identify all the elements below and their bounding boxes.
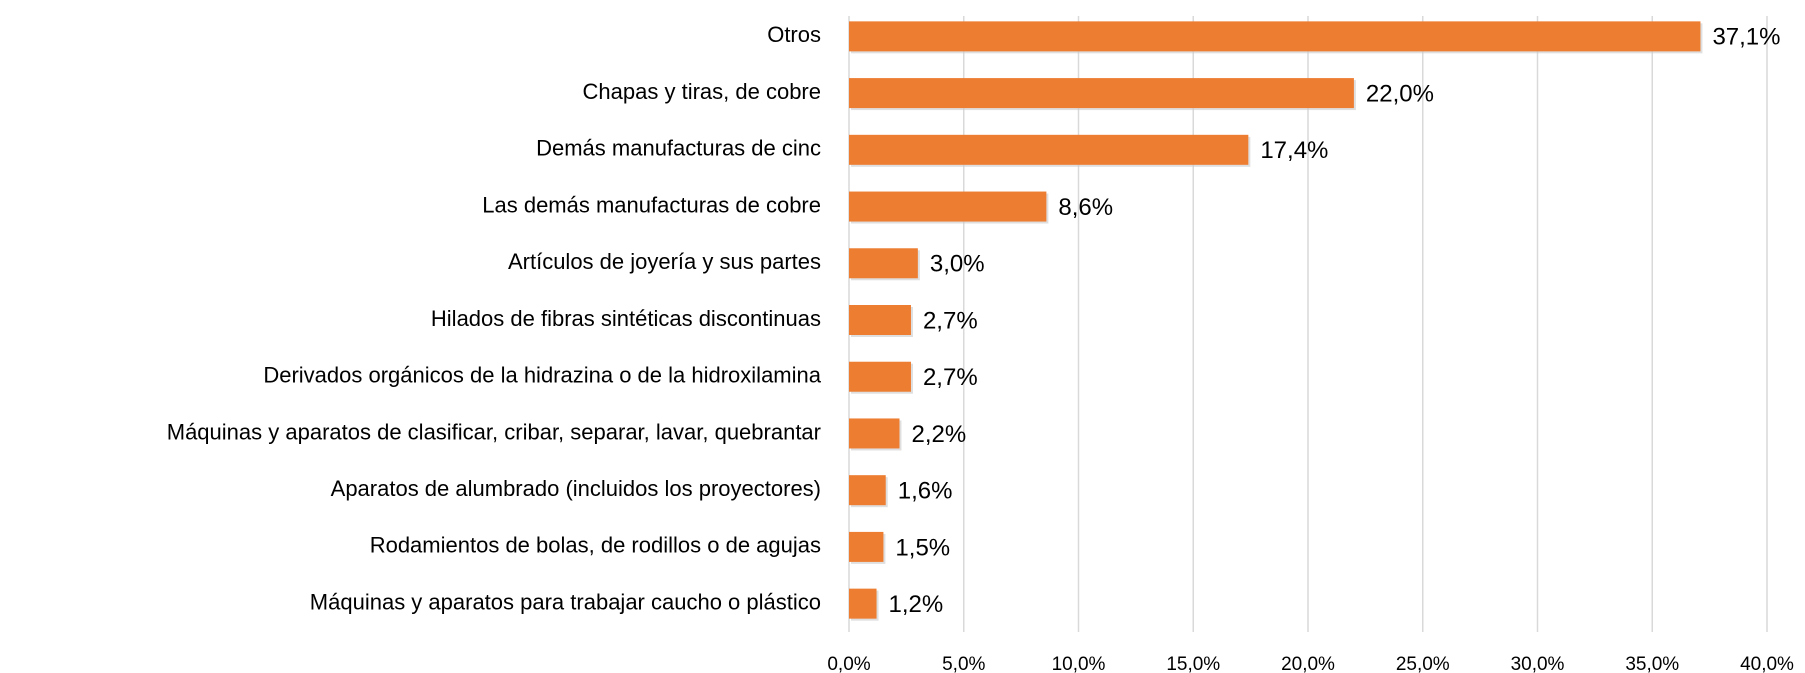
data-label: 1,6% — [898, 478, 953, 505]
data-label: 8,6% — [1058, 194, 1113, 221]
y-tick-label: Las demás manufacturas de cobre — [482, 192, 821, 217]
y-tick-label: Chapas y tiras, de cobre — [583, 79, 821, 104]
bar — [849, 361, 911, 392]
data-label: 3,0% — [930, 251, 985, 278]
data-label: 2,7% — [923, 307, 978, 334]
data-label: 17,4% — [1260, 137, 1328, 164]
data-label: 2,7% — [923, 364, 978, 391]
y-tick-label: Artículos de joyería y sus partes — [508, 249, 821, 274]
y-tick-label: Aparatos de alumbrado (incluidos los pro… — [331, 476, 821, 501]
y-tick-label: Máquinas y aparatos de clasificar, criba… — [167, 419, 821, 444]
bar — [849, 191, 1047, 222]
bar — [849, 248, 918, 279]
data-label: 1,5% — [895, 534, 950, 561]
data-label: 2,2% — [911, 421, 966, 448]
y-tick-label: Derivados orgánicos de la hidrazina o de… — [263, 363, 821, 388]
bar — [849, 134, 1249, 165]
x-tick-label: 0,0% — [827, 654, 870, 673]
bar — [849, 21, 1701, 52]
data-label: 22,0% — [1366, 80, 1434, 107]
x-tick-label: 10,0% — [1052, 654, 1106, 673]
bar — [849, 531, 884, 562]
x-tick-label: 40,0% — [1740, 654, 1794, 673]
bar — [849, 588, 877, 619]
y-tick-label: Hilados de fibras sintéticas discontinua… — [431, 306, 821, 331]
x-tick-label: 25,0% — [1396, 654, 1450, 673]
y-tick-label: Otros — [767, 22, 821, 47]
bar — [849, 475, 886, 506]
x-tick-label: 15,0% — [1166, 654, 1220, 673]
data-label: 1,2% — [889, 591, 944, 618]
x-tick-label: 35,0% — [1625, 654, 1679, 673]
x-tick-label: 20,0% — [1281, 654, 1335, 673]
y-tick-label: Rodamientos de bolas, de rodillos o de a… — [370, 533, 821, 558]
y-tick-label: Máquinas y aparatos para trabajar caucho… — [310, 589, 821, 614]
x-tick-label: 30,0% — [1511, 654, 1565, 673]
bar — [849, 418, 900, 449]
bar — [849, 78, 1354, 109]
data-label: 37,1% — [1712, 24, 1780, 51]
bar — [849, 305, 911, 335]
x-tick-label: 5,0% — [942, 654, 985, 673]
y-tick-label: Demás manufacturas de cinc — [536, 136, 821, 161]
